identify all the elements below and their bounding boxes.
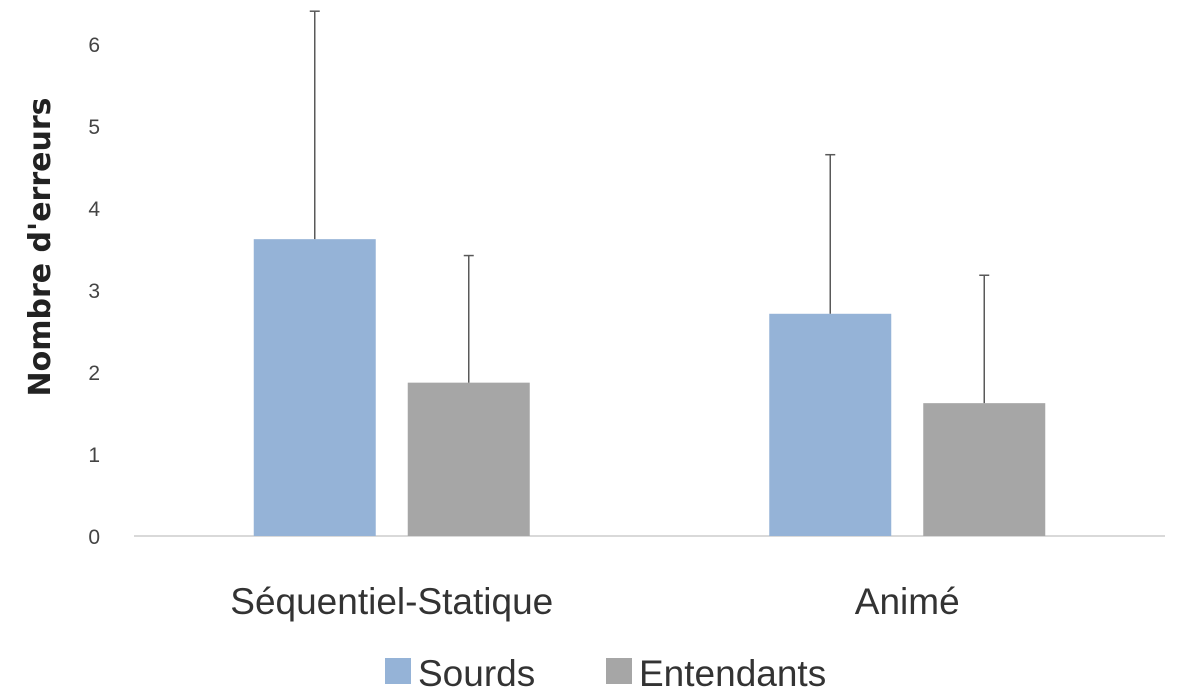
legend-swatch-sourds	[385, 658, 411, 684]
legend: Sourds Entendants	[385, 653, 826, 694]
y-tick-label: 6	[88, 34, 100, 57]
x-category-label: Séquentiel-Statique	[230, 581, 553, 622]
y-tick-label: 3	[88, 280, 100, 303]
legend-label-entendants: Entendants	[639, 653, 826, 694]
category-labels: Séquentiel-Statique Animé	[230, 581, 959, 622]
bar-entendants-0	[407, 382, 530, 536]
y-tick-label: 2	[88, 362, 100, 385]
x-category-label: Animé	[855, 581, 960, 622]
y-tick-label: 1	[88, 444, 100, 467]
y-tick-label: 0	[88, 526, 100, 549]
y-tick-label: 5	[88, 116, 100, 139]
error-bars-group	[309, 10, 990, 404]
legend-label-sourds: Sourds	[418, 653, 535, 694]
y-tick-label: 4	[88, 198, 100, 221]
bars-group	[253, 239, 1046, 536]
y-axis-label: Nombre d'erreurs	[23, 98, 58, 397]
bar-sourds-1	[769, 313, 892, 536]
bar-sourds-0	[253, 239, 376, 536]
y-axis-ticks: 0 1 2 3 4 5 6	[88, 34, 100, 549]
bar-entendants-1	[923, 403, 1046, 536]
legend-swatch-entendants	[606, 658, 632, 684]
